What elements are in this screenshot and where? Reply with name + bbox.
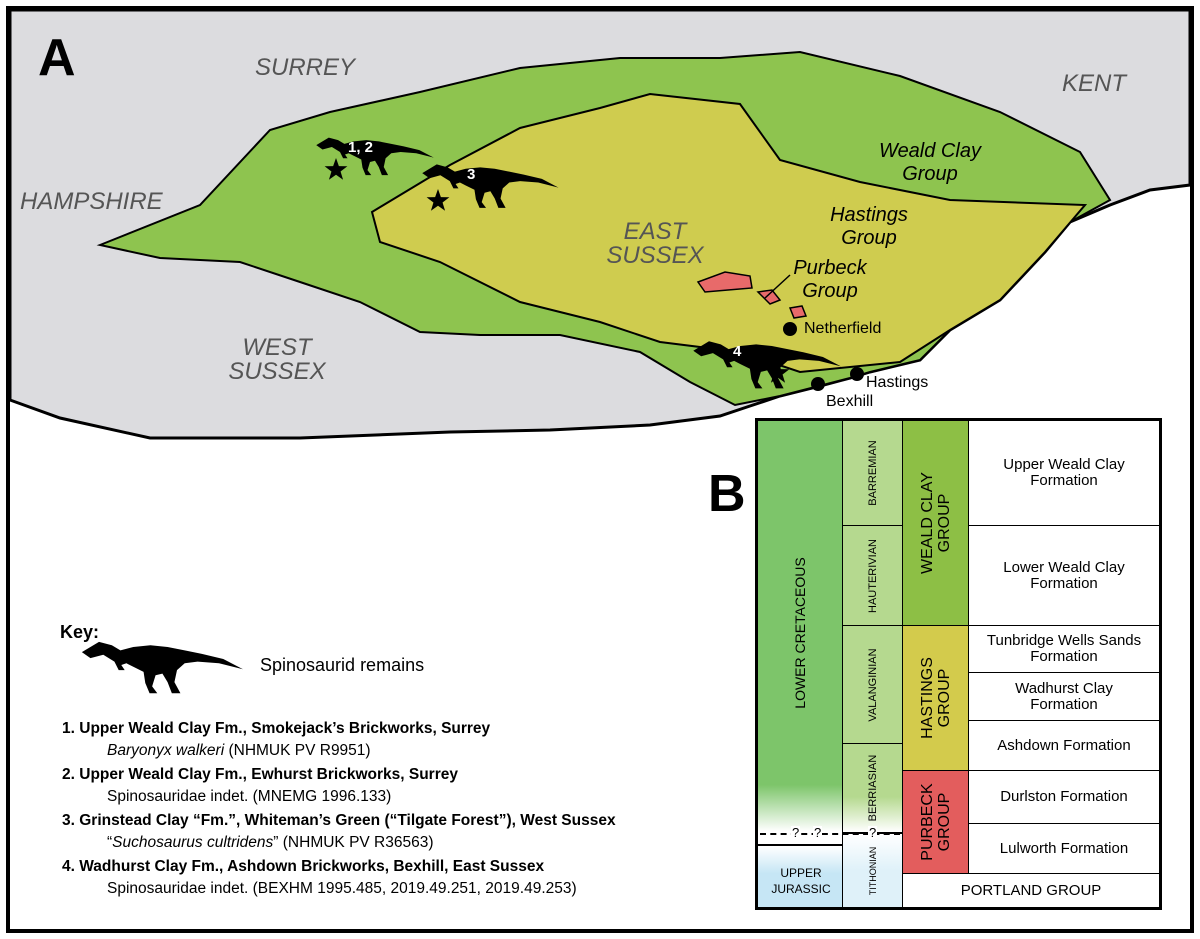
formation-label: Ashdown Formation [997, 736, 1131, 754]
stage-label: BARREMIAN [866, 440, 879, 506]
stage-label: HAUTERIVIAN [866, 538, 879, 613]
group-cell: WEALD CLAY GROUP [902, 420, 969, 626]
town-dot [783, 322, 797, 336]
county-label: EAST SUSSEX [606, 218, 704, 269]
formation-label: PORTLAND GROUP [960, 881, 1102, 899]
boundary-mark: ? [868, 825, 878, 840]
era-label: LOWER CRETACEOUS [792, 556, 808, 709]
hastings-outcrop [370, 92, 1088, 374]
key-title: Key: [60, 622, 100, 642]
town-label: Bexhill [826, 393, 874, 410]
entry-specimen: Spinosauridae indet. (MNEMG 1996.133) [107, 788, 392, 805]
panel-label: B [708, 465, 746, 523]
town-dot [850, 367, 864, 381]
entry-specimen: Spinosauridae indet. (BEXHM 1995.485, 20… [107, 880, 577, 897]
formation-label: Tunbridge Wells Sands Formation [986, 632, 1142, 665]
town-label: Hastings [866, 374, 929, 391]
formation-label: Wadhurst Clay Formation [1015, 679, 1113, 713]
entry-taxon: Suchosaurus cultridens [112, 834, 274, 851]
era-cell: LOWER CRETACEOUS [757, 420, 843, 845]
entry-specimen: ” (NHMUK PV R36563) [273, 834, 434, 851]
group-label: WEALD CLAY GROUP [918, 472, 953, 574]
leader-line [764, 274, 791, 299]
county-label: HAMPSHIRE [20, 188, 163, 215]
entry-taxon: Baryonyx walkeri [107, 742, 225, 759]
frame [6, 6, 1194, 933]
town-dot [811, 377, 825, 391]
formation-cell: Lulworth Formation [968, 823, 1160, 874]
stage-label: VALANGINIAN [866, 647, 879, 722]
entry-number: 3. [62, 812, 75, 829]
formation-label: Lulworth Formation [999, 839, 1129, 857]
purbeck-outcrop [696, 271, 808, 319]
locality-number: 4 [733, 343, 742, 360]
entry-site: Upper Weald Clay Fm., Smokejack’s Brickw… [79, 720, 491, 737]
entry-number: 2. [62, 766, 75, 783]
group-cell: HASTINGS GROUP [902, 625, 969, 771]
county-label: KENT [1062, 70, 1127, 97]
stage-label: TITHONIAN [867, 846, 878, 895]
locality-number: 3 [467, 166, 476, 183]
group-label: Hastings Group [830, 204, 908, 249]
boundary-line [760, 833, 900, 835]
group-label: HASTINGS GROUP [918, 657, 953, 739]
county-label: SURREY [255, 54, 356, 81]
entry-site: Wadhurst Clay Fm., Ashdown Brickworks, B… [79, 858, 545, 875]
stage-cell: VALANGINIAN [842, 625, 903, 744]
panel-label: A [38, 29, 76, 87]
entry-site: Grinstead Clay “Fm.”, Whiteman’s Green (… [79, 812, 616, 829]
stage-cell: BARREMIAN [842, 420, 903, 526]
formation-cell: Lower Weald Clay Formation [968, 525, 1160, 626]
entry-specimen: (NHMUK PV R9951) [224, 742, 371, 759]
entry-site: Upper Weald Clay Fm., Ewhurst Brickworks… [79, 766, 458, 783]
era-label: UPPER JURASSIC [771, 866, 831, 897]
era-cell: UPPER JURASSIC [757, 845, 843, 908]
formation-cell: PORTLAND GROUP [902, 873, 1160, 908]
formation-cell: Durlston Formation [968, 770, 1160, 824]
group-label: PURBECK GROUP [918, 783, 953, 861]
formation-label: Lower Weald Clay Formation [1003, 558, 1125, 592]
locality-number: 1, 2 [348, 139, 374, 156]
formation-cell: Upper Weald Clay Formation [968, 420, 1160, 526]
stage-cell: BERRIASIAN [842, 743, 903, 833]
group-cell: PURBECK GROUP [902, 770, 969, 874]
county-label: WEST SUSSEX [228, 334, 326, 385]
formation-cell: Ashdown Formation [968, 720, 1160, 771]
boundary-mark: ? [813, 825, 823, 840]
stage-label: BERRIASIAN [866, 754, 879, 822]
group-label: Purbeck Group [793, 257, 867, 302]
group-label: Weald Clay Group [879, 140, 981, 185]
boundary-mark: ? [791, 825, 801, 840]
key-symbol-label: Spinosaurid remains [260, 655, 425, 675]
formation-label: Durlston Formation [1000, 788, 1128, 805]
entry-number: 4. [62, 858, 75, 875]
formation-cell: Wadhurst Clay Formation [968, 672, 1160, 721]
entry-number: 1. [62, 720, 75, 737]
formation-label: Upper Weald Clay Formation [1003, 456, 1125, 489]
town-label: Netherfield [804, 320, 882, 337]
stage-cell: HAUTERIVIAN [842, 525, 903, 626]
formation-cell: Tunbridge Wells Sands Formation [968, 625, 1160, 673]
stage-cell: TITHONIAN [842, 833, 903, 908]
key-symbol [81, 641, 243, 694]
entry-specimen: “ [107, 834, 113, 851]
